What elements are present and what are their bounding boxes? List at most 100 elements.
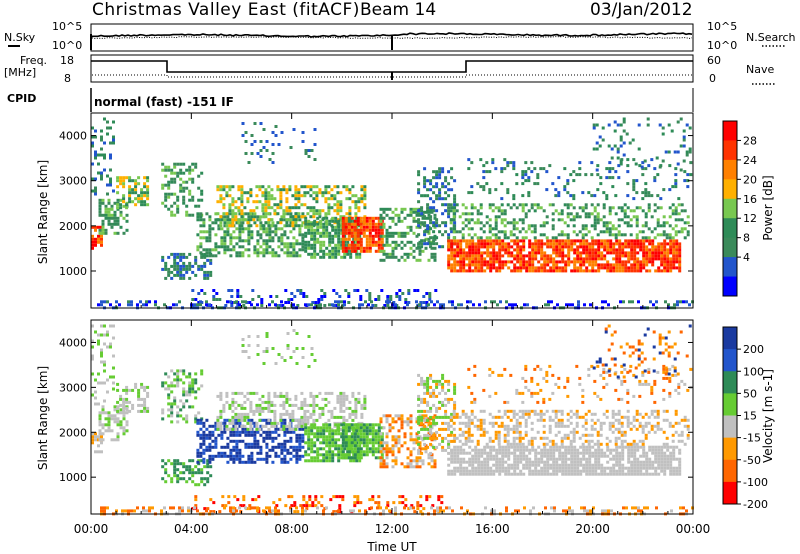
range-cell [394, 414, 398, 418]
range-cell [368, 423, 372, 427]
range-cell [265, 248, 269, 252]
range-cell [479, 185, 483, 189]
range-cell [334, 225, 338, 229]
range-cell [327, 203, 331, 207]
range-cell [645, 254, 649, 258]
range-cell [352, 429, 356, 433]
range-cell [116, 191, 120, 195]
range-cell [678, 248, 682, 252]
range-cell [576, 254, 580, 258]
range-cell [471, 257, 475, 261]
range-cell [202, 221, 206, 225]
range-cell [377, 219, 381, 223]
range-cell [650, 230, 654, 234]
range-cell [444, 191, 448, 195]
range-cell [161, 459, 165, 463]
range-cell [267, 391, 271, 395]
range-cell [205, 433, 209, 437]
range-cell [434, 289, 438, 292]
range-cell [216, 200, 220, 204]
range-cell [362, 441, 366, 445]
range-cell [471, 239, 475, 243]
range-cell [449, 218, 453, 222]
range-cell [319, 303, 322, 307]
range-cell [146, 385, 150, 389]
range-cell [595, 123, 599, 127]
range-cell [101, 225, 105, 229]
range-cell [666, 260, 670, 264]
range-cell [337, 300, 340, 304]
range-cell [470, 206, 474, 210]
range-cell [632, 179, 636, 183]
range-cell [400, 444, 404, 448]
range-cell [426, 230, 430, 234]
range-cell [289, 430, 293, 434]
range-cell [441, 439, 445, 443]
range-cell [247, 418, 251, 422]
range-cell [360, 185, 364, 189]
range-cell [154, 300, 157, 304]
range-cell [143, 388, 147, 392]
range-cell [647, 206, 651, 210]
range-cell [347, 225, 351, 229]
range-cell [421, 414, 425, 418]
range-cell [647, 194, 651, 198]
range-cell [444, 185, 448, 189]
range-cell [585, 248, 589, 252]
range-cell [318, 209, 322, 213]
range-cell [226, 445, 230, 449]
range-cell [197, 483, 201, 487]
range-cell [590, 173, 594, 177]
range-cell [280, 421, 284, 425]
range-cell [551, 182, 555, 186]
range-cell [228, 188, 232, 192]
range-cell [483, 257, 487, 261]
range-cell [164, 174, 168, 178]
range-cell [546, 245, 550, 249]
range-cell [406, 465, 410, 469]
range-cell [214, 421, 218, 425]
range-cell [331, 219, 335, 223]
range-cell [319, 447, 323, 451]
range-cell [606, 269, 610, 273]
range-cell [432, 200, 436, 204]
range-cell [244, 248, 248, 252]
range-cell [421, 426, 425, 430]
range-cell [385, 240, 389, 244]
range-cell [110, 213, 114, 217]
range-cell [657, 266, 661, 270]
range-cell [125, 176, 129, 180]
range-cell [602, 191, 606, 195]
range-cell [271, 230, 275, 234]
range-cell [328, 456, 332, 460]
range-cell [608, 209, 612, 213]
range-cell [116, 206, 120, 210]
range-cell [608, 170, 612, 174]
range-cell [208, 436, 212, 440]
range-cell [253, 122, 257, 125]
range-cell [368, 432, 372, 436]
range-cell [334, 216, 338, 220]
range-cell [291, 427, 295, 431]
range-cell [657, 245, 661, 249]
range-cell [350, 450, 354, 454]
range-cell [409, 246, 413, 250]
range-cell [179, 162, 183, 166]
range-cell [363, 400, 367, 404]
range-cell [379, 234, 383, 238]
range-cell [223, 418, 227, 422]
range-cell [444, 427, 448, 431]
range-cell [462, 269, 466, 273]
range-cell [307, 246, 311, 250]
range-cell [286, 254, 290, 258]
range-cell [462, 251, 466, 255]
range-cell [429, 221, 433, 225]
range-cell [104, 228, 108, 232]
range-cell [388, 243, 392, 247]
range-cell [286, 427, 290, 431]
range-cell [371, 426, 375, 430]
range-cell [597, 263, 601, 267]
range-cell [528, 263, 532, 267]
range-cell [507, 242, 511, 246]
range-cell [459, 245, 463, 249]
